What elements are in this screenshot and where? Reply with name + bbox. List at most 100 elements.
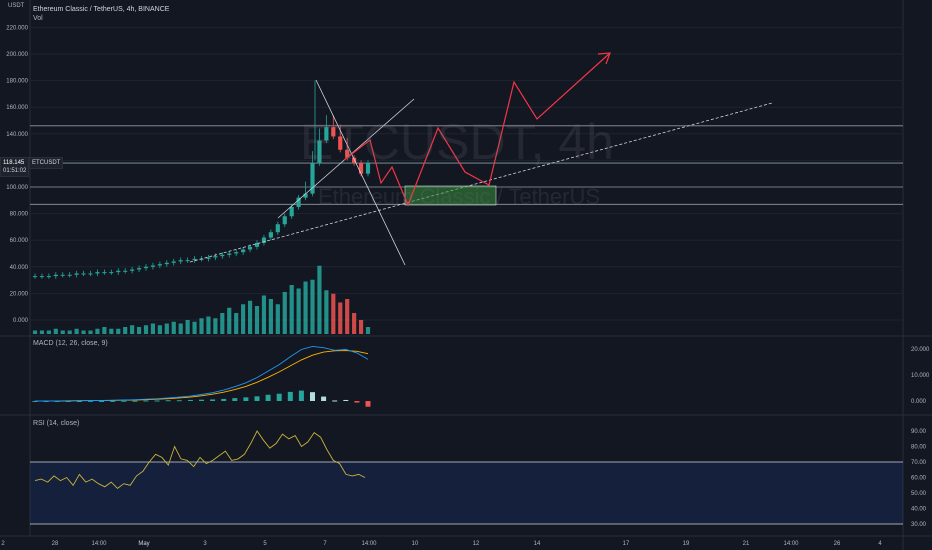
candle-body	[39, 276, 45, 278]
macd-histogram-bar	[232, 398, 238, 401]
candle-body	[310, 163, 315, 194]
volume-bar	[150, 323, 156, 334]
volume-bar	[310, 279, 315, 334]
candle-body	[247, 246, 253, 250]
macd-histogram-bar	[265, 394, 271, 401]
candle-body	[102, 272, 107, 274]
macd-histogram-bar	[54, 401, 60, 402]
rsi-band-fill	[30, 462, 903, 524]
rsi-tick-label: 40.00	[911, 507, 927, 513]
time-tick-label: 3	[203, 541, 207, 547]
candle-body	[345, 149, 350, 158]
volume-bar	[95, 328, 100, 334]
last-price-badge: 118.145 01:51:02	[0, 157, 30, 177]
volume-bar	[81, 330, 86, 334]
time-tick-label: 17	[623, 541, 630, 547]
volume-bar	[331, 293, 336, 334]
candle-body	[150, 265, 156, 267]
rsi-tick-label: 60.00	[911, 476, 927, 482]
macd-tick-label: 0.000	[911, 399, 927, 405]
volume-bar	[282, 292, 287, 334]
candle-body	[164, 262, 169, 265]
candle-body	[32, 276, 38, 278]
macd-histogram-bar	[99, 401, 105, 402]
price-tick-label: 220.000	[6, 25, 28, 31]
macd-tick-label: 20.000	[911, 347, 930, 353]
time-tick-label: May	[138, 541, 149, 547]
macd-histogram-bar	[187, 399, 193, 401]
time-tick-label: 14	[534, 541, 541, 547]
rsi-tick-label: 30.00	[911, 522, 927, 528]
chart-title: Ethereum Classic / TetherUS, 4h, BINANCE	[33, 6, 170, 13]
macd-histogram-bar	[110, 400, 116, 402]
volume-bar	[157, 325, 162, 334]
volume-bar	[109, 328, 114, 334]
volume-bar	[192, 321, 197, 334]
volume-bar	[234, 313, 239, 334]
candle-body	[123, 270, 128, 272]
volume-bar	[178, 323, 183, 334]
macd-histogram-bar	[287, 391, 293, 401]
candle-body	[192, 258, 197, 261]
target-zone	[404, 185, 497, 206]
candle-body	[178, 260, 183, 262]
macd-histogram-bar	[298, 390, 304, 401]
macd-histogram-bar	[276, 393, 282, 401]
candle-body	[88, 273, 93, 275]
candle-body	[254, 242, 260, 247]
volume-bar	[143, 325, 149, 334]
trend-line	[315, 79, 406, 266]
volume-bar	[199, 318, 204, 334]
price-axis-unit: USDT	[8, 3, 25, 9]
candle-body	[324, 127, 329, 141]
candle-body	[365, 163, 371, 174]
macd-histogram-bar	[132, 400, 138, 402]
macd-histogram-bar	[332, 400, 338, 402]
candle-body	[213, 256, 218, 258]
time-tick-label: 19	[683, 541, 690, 547]
macd-histogram-bar	[76, 401, 82, 402]
time-tick-label: 10	[412, 541, 419, 547]
candle-body	[143, 266, 149, 269]
macd-histogram-bar	[321, 396, 327, 401]
candle-body	[234, 252, 239, 254]
candle-body	[206, 257, 211, 259]
volume-bar	[74, 328, 79, 334]
volume-bar	[345, 299, 350, 334]
volume-bar	[116, 328, 121, 334]
price-tick-label: 200.000	[6, 52, 28, 58]
price-tick-label: 160.000	[6, 105, 28, 111]
volume-bar	[46, 330, 51, 334]
candle-body	[331, 127, 336, 137]
macd-histogram-bar	[154, 400, 160, 402]
volume-bar	[220, 313, 225, 334]
time-tick-label: 2	[1, 541, 5, 547]
macd-histogram-bar	[354, 401, 360, 403]
bar-countdown: 01:51:02	[3, 168, 27, 174]
candle-body	[74, 273, 79, 275]
candle-body	[157, 264, 162, 266]
macd-histogram-bar	[88, 400, 93, 402]
candle-body	[317, 140, 322, 164]
macd-histogram-bar	[199, 399, 204, 401]
volume-bar	[317, 265, 322, 334]
volume-bar	[268, 299, 273, 334]
volume-bar	[227, 307, 232, 334]
rsi-tick-label: 90.00	[911, 429, 927, 435]
candle-body	[338, 136, 343, 150]
projection-path	[343, 52, 611, 207]
macd-histogram-bar	[143, 400, 149, 402]
price-tick-label: 20.000	[10, 291, 29, 297]
volume-bar	[185, 320, 190, 334]
candle-body	[53, 274, 58, 277]
macd-histogram-bar	[365, 401, 371, 407]
macd-histogram-bar	[176, 400, 182, 402]
candle-body	[136, 268, 142, 270]
candle-body	[171, 261, 176, 263]
symbol-badge: ETCUSDT	[29, 157, 64, 169]
candle-body	[282, 216, 287, 225]
macd-histogram-bar	[65, 400, 71, 402]
volume-bar	[358, 320, 364, 334]
